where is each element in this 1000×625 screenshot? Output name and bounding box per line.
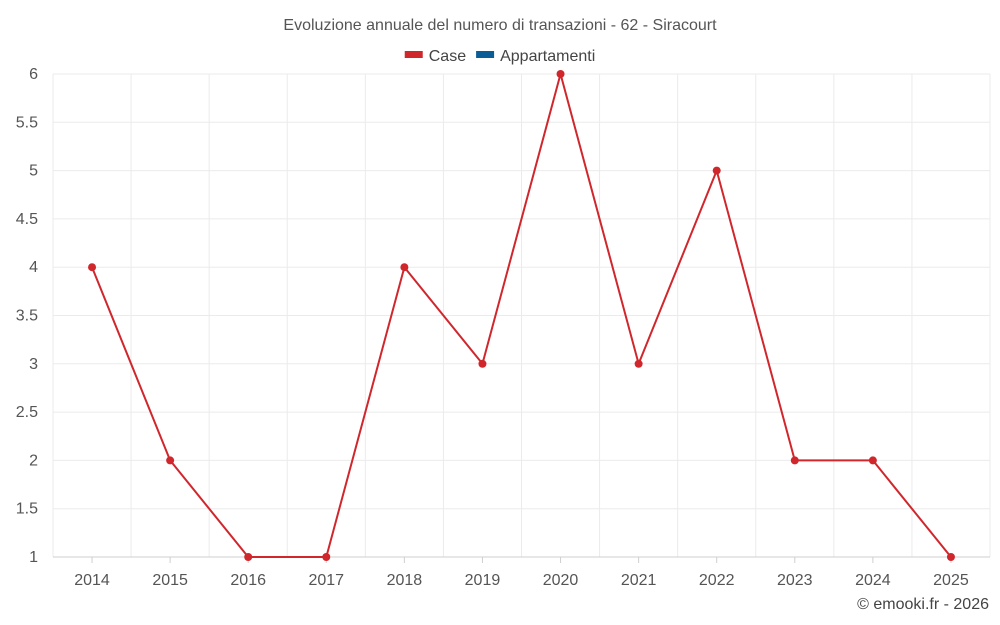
- y-tick-label: 1.5: [16, 501, 38, 518]
- x-tick-label: 2019: [465, 572, 501, 589]
- legend-label: Case: [429, 48, 466, 65]
- data-point: [478, 359, 487, 368]
- legend-label: Appartamenti: [500, 48, 595, 65]
- series-line: [91, 73, 952, 558]
- y-tick-label: 5: [29, 163, 38, 180]
- data-point: [946, 553, 955, 561]
- grid: [52, 73, 991, 558]
- x-tick-label: 2014: [74, 572, 110, 589]
- y-tick-label: 6: [29, 66, 38, 83]
- data-point: [790, 456, 799, 465]
- data-point: [166, 456, 175, 465]
- x-tick-label: 2023: [777, 572, 813, 589]
- data-point: [322, 553, 331, 561]
- data-point: [400, 263, 409, 272]
- x-tick-label: 2025: [933, 572, 969, 589]
- data-point: [634, 359, 643, 368]
- data-point: [244, 553, 253, 561]
- y-tick-label: 2.5: [16, 404, 38, 421]
- y-tick-label: 3.5: [16, 308, 38, 325]
- y-tick-label: 5.5: [16, 114, 38, 131]
- x-tick-label: 2015: [152, 572, 188, 589]
- chart-title: Evoluzione annuale del numero di transaz…: [283, 17, 717, 34]
- data-point: [556, 70, 565, 78]
- x-tick-label: 2018: [387, 572, 423, 589]
- y-tick-label: 4.5: [16, 211, 38, 228]
- y-tick-label: 2: [29, 452, 38, 469]
- data-point: [88, 263, 97, 272]
- legend-swatch: [404, 51, 423, 58]
- axes: 1 1.5 2 2.5 3 3.5 4 4.5 5 5.5 6 2014 2015 2016 2017 201…: [16, 66, 990, 589]
- y-tick-label: 1: [29, 549, 38, 566]
- x-tick-label: 2020: [543, 572, 579, 589]
- legend-swatch: [476, 51, 495, 58]
- x-tick-label: 2016: [230, 572, 266, 589]
- x-tick-label: 2021: [621, 572, 657, 589]
- x-tick-label: 2024: [855, 572, 891, 589]
- data-point: [868, 456, 877, 465]
- y-tick-label: 4: [29, 259, 38, 276]
- x-tick-label: 2017: [308, 572, 344, 589]
- credit-text: © emooki.fr - 2026: [857, 596, 989, 613]
- series-layer: [88, 70, 955, 561]
- data-point: [712, 166, 721, 175]
- y-tick-label: 3: [29, 356, 38, 373]
- legend: Case Appartamenti: [404, 48, 595, 65]
- x-tick-label: 2022: [699, 572, 735, 589]
